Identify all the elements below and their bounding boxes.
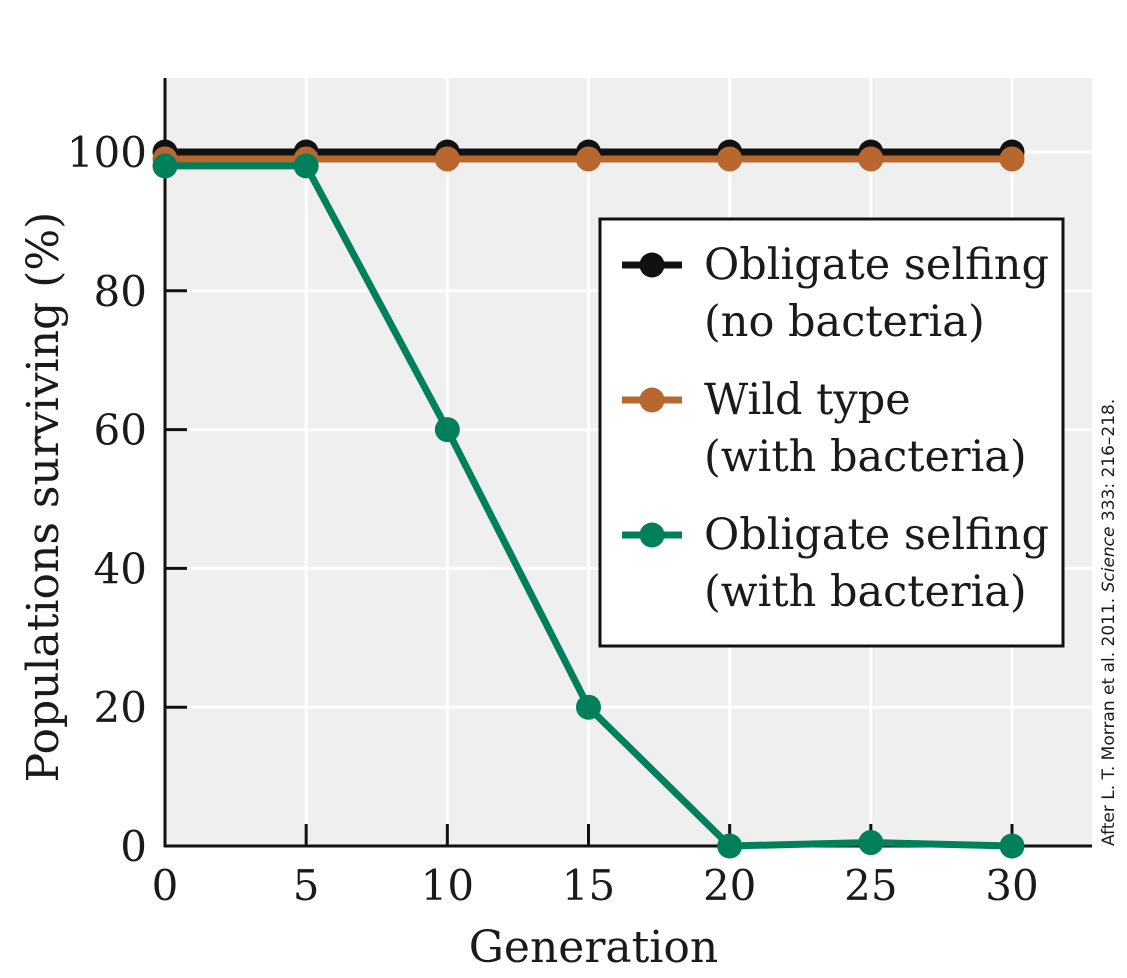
x-tick-label: 25: [844, 861, 897, 910]
legend-entry: Obligate selfing (with bacteria): [622, 510, 1049, 617]
y-axis-title: Populations surviving (%): [18, 212, 69, 783]
x-tick-label: 20: [703, 861, 756, 910]
legend: Obligate selfing (no bacteria) Wild type (w…: [598, 217, 1065, 648]
credit-suffix: 333: 216–218.: [1099, 399, 1119, 527]
data-point: [858, 146, 884, 172]
legend-label: (with bacteria): [704, 432, 1027, 482]
data-point: [717, 833, 743, 859]
legend-label: (no bacteria): [704, 297, 985, 347]
x-tick-label: 5: [293, 861, 320, 910]
data-point: [999, 146, 1025, 172]
data-point: [293, 153, 319, 179]
y-tick-label: 20: [94, 683, 147, 732]
series-layer: [152, 139, 1025, 859]
x-tick-label: 0: [152, 861, 179, 910]
data-point: [999, 833, 1025, 859]
source-credit: After L. T. Morran et al. 2011. Science …: [1099, 399, 1119, 846]
data-point: [434, 417, 460, 443]
legend-box: [598, 217, 1065, 648]
y-tick-label: 100: [67, 128, 147, 177]
y-tick-label: 40: [94, 544, 147, 593]
legend-label: (with bacteria): [704, 567, 1027, 617]
data-point: [576, 146, 601, 172]
credit-prefix: After L. T. Morran et al. 2011.: [1099, 592, 1119, 846]
series-3: [152, 153, 1025, 859]
data-point: [858, 830, 884, 856]
x-tick-label: 30: [985, 861, 1038, 910]
y-tick-label: 0: [120, 822, 147, 871]
x-axis-title: Generation: [469, 922, 718, 973]
data-point: [576, 694, 601, 720]
data-point: [434, 146, 460, 172]
data-point: [717, 146, 743, 172]
y-tick-label: 80: [94, 267, 147, 316]
x-tick-label: 15: [562, 861, 615, 910]
credit-journal: Science: [1099, 527, 1119, 593]
legend-label: Obligate selfing: [704, 240, 1049, 290]
legend-entry: Wild type (with bacteria): [622, 375, 1027, 482]
legend-label: Wild type: [704, 375, 911, 425]
legend-entry: Obligate selfing (no bacteria): [622, 240, 1049, 347]
axes: 0 5 10 15 20 25 30 0 20 40 60 80 100: [67, 78, 1092, 910]
legend-swatch-marker: [639, 252, 665, 278]
legend-label: Obligate selfing: [704, 510, 1049, 560]
legend-swatch-marker: [639, 387, 665, 413]
legend-swatch-marker: [639, 522, 665, 548]
x-tick-label: 10: [421, 861, 474, 910]
data-point: [152, 153, 178, 179]
y-tick-label: 60: [94, 406, 147, 455]
